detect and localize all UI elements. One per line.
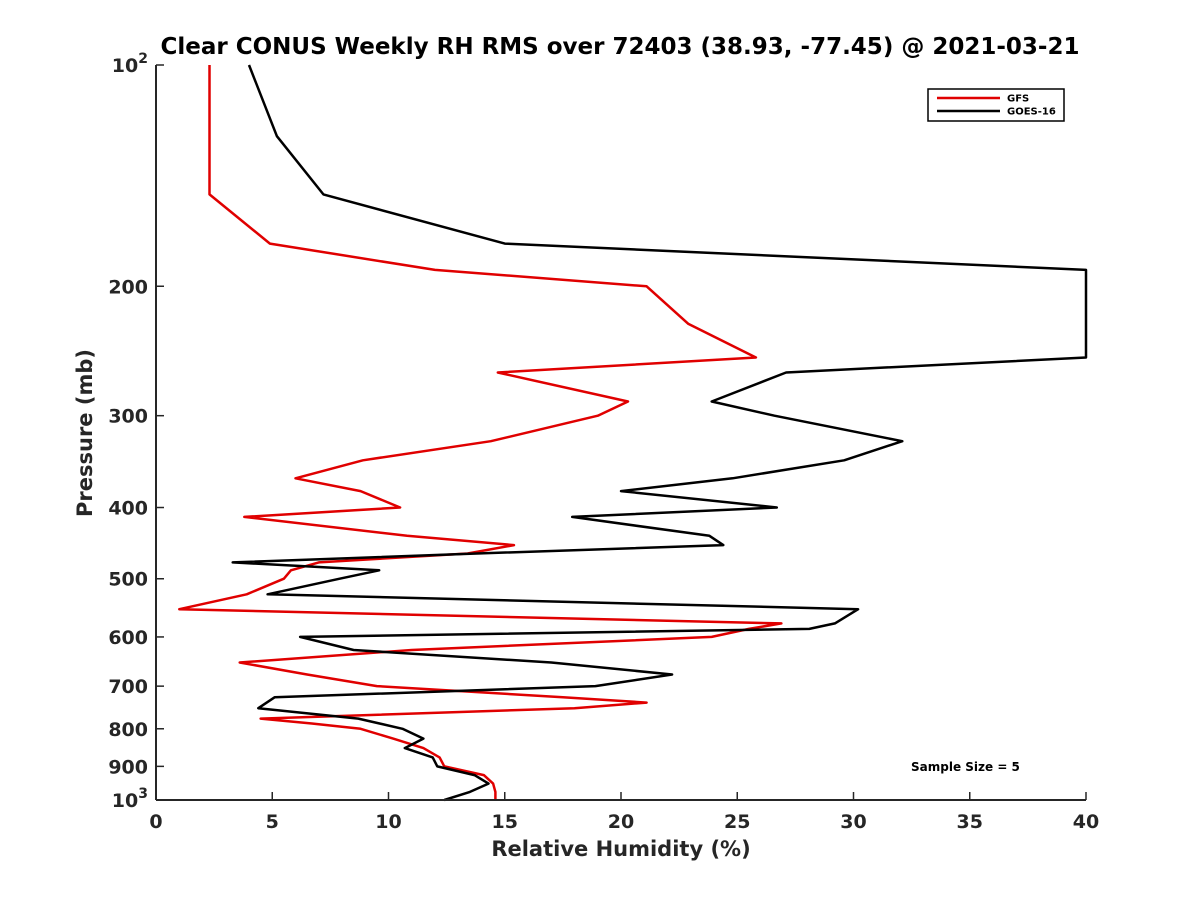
x-tick-label: 25 — [724, 811, 750, 833]
y-tick-label: 900 — [108, 756, 148, 778]
x-tick-label: 10 — [375, 811, 401, 833]
y-tick-label: 300 — [108, 406, 148, 428]
chart-title: Clear CONUS Weekly RH RMS over 72403 (38… — [161, 34, 1080, 60]
series-line-goes16 — [231, 64, 1088, 802]
x-tick-label: 40 — [1073, 811, 1099, 833]
legend-box — [927, 88, 1065, 122]
y-tick-label: 103 — [112, 786, 148, 812]
y-ticks: 102 200 300 400 500 600 700 800 900 103 — [108, 51, 164, 812]
x-tick-label: 15 — [492, 811, 518, 833]
legend-label-gfs: GFS — [1007, 94, 1029, 105]
y-tick-label: 500 — [108, 569, 148, 591]
y-tick-label: 400 — [108, 498, 148, 520]
legend: GFS GOES-16 — [927, 88, 1065, 122]
series-layer — [178, 64, 1088, 802]
x-tick-label: 35 — [957, 811, 983, 833]
x-tick-label: 20 — [608, 811, 634, 833]
x-ticks: 0 5 10 15 20 25 30 35 40 — [149, 792, 1099, 833]
sample-size-annotation: Sample Size = 5 — [911, 760, 1020, 774]
y-tick-label: 102 — [112, 51, 148, 77]
legend-label-goes16: GOES-16 — [1007, 107, 1056, 118]
x-tick-label: 30 — [840, 811, 866, 833]
y-axis-label: Pressure (mb) — [73, 349, 97, 517]
series-line-gfs — [178, 65, 783, 800]
x-tick-label: 5 — [266, 811, 279, 833]
y-tick-label: 600 — [108, 627, 148, 649]
y-tick-label: 700 — [108, 676, 148, 698]
y-tick-label: 800 — [108, 719, 148, 741]
x-tick-label: 0 — [149, 811, 162, 833]
y-tick-label: 200 — [108, 276, 148, 298]
x-axis-label: Relative Humidity (%) — [491, 837, 750, 861]
